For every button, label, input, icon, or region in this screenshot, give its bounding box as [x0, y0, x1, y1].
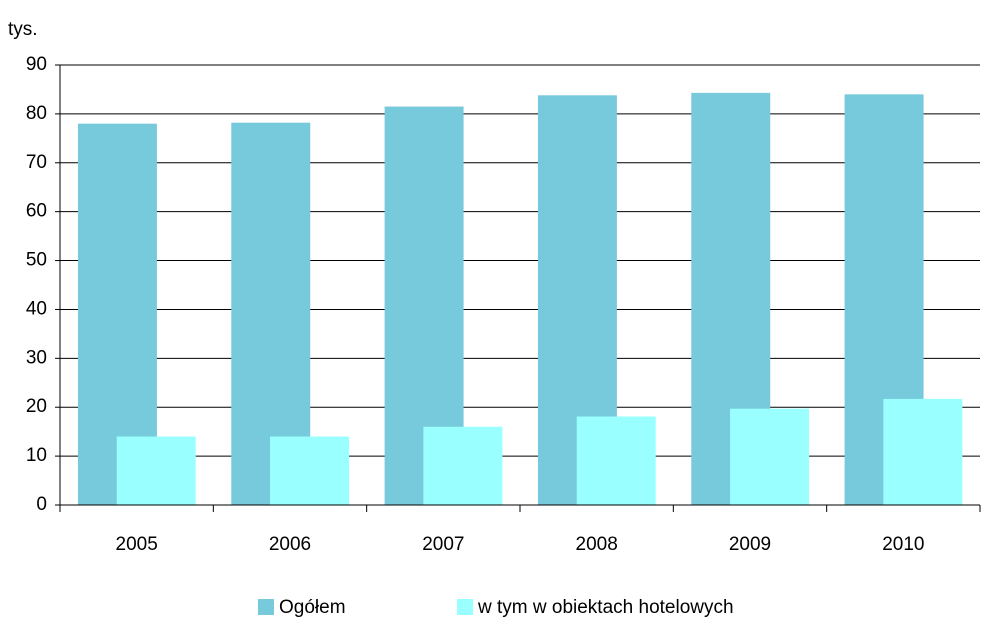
y-tick-label: 0 [36, 494, 47, 515]
x-tick-label: 2007 [422, 534, 464, 555]
y-tick-label: 60 [26, 201, 47, 222]
y-tick-label: 70 [26, 152, 47, 173]
y-tick-label: 30 [26, 347, 47, 368]
x-tick-label: 2005 [116, 534, 158, 555]
x-tick-label: 2009 [729, 534, 771, 555]
bar [883, 398, 963, 505]
bar [423, 426, 503, 505]
y-tick-label: 50 [26, 250, 47, 271]
bar [730, 408, 810, 505]
y-tick-label: 10 [26, 445, 47, 466]
x-tick-label: 2006 [269, 534, 311, 555]
legend-swatch [258, 599, 274, 615]
y-axis-label: tys. [8, 19, 38, 40]
legend-label: Ogółem [279, 597, 346, 618]
bar [270, 436, 350, 505]
y-tick-label: 20 [26, 396, 47, 417]
legend-label: w tym w obiektach hotelowych [477, 597, 734, 618]
x-tick-label: 2010 [882, 534, 924, 555]
y-tick-label: 40 [26, 298, 47, 319]
y-tick-label: 90 [26, 54, 47, 75]
bar [116, 436, 196, 505]
y-tick-label: 80 [26, 103, 47, 124]
bar [576, 416, 656, 505]
legend-swatch [457, 599, 473, 615]
x-tick-label: 2008 [576, 534, 618, 555]
